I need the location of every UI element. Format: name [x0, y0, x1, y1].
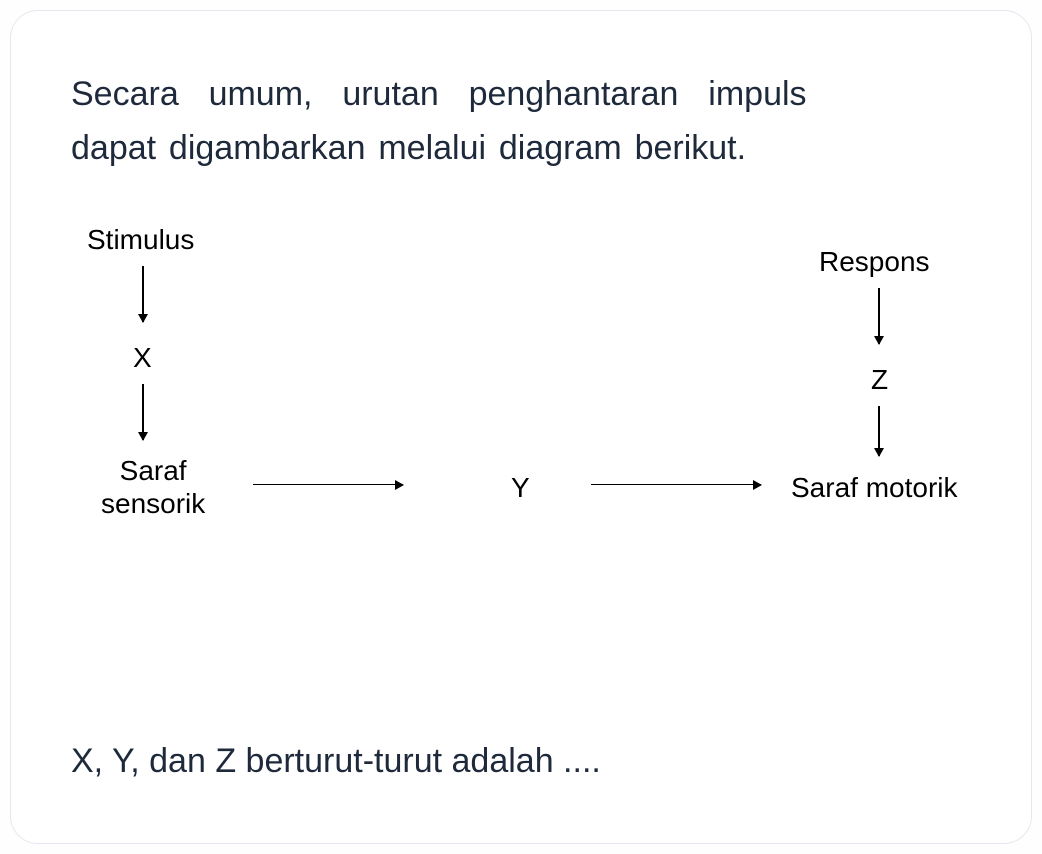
arrow-x-saraf-sensorik [142, 384, 144, 440]
node-z: Z [871, 364, 888, 396]
node-respons: Respons [819, 246, 930, 278]
node-x: X [133, 342, 152, 374]
node-saraf-motorik: Saraf motorik [791, 472, 958, 504]
arrow-y-saraf-motorik [591, 484, 761, 486]
node-stimulus: Stimulus [87, 224, 194, 256]
saraf-sensorik-line1: Saraf [120, 455, 187, 486]
arrow-saraf-sensorik-y [253, 484, 403, 486]
question-text: Secara umum, urutan penghantaran impuls … [71, 67, 971, 176]
question-line1: Secara umum, urutan penghantaran impuls [71, 67, 971, 121]
arrow-stimulus-x [142, 266, 144, 322]
answer-prompt: X, Y, dan Z berturut-turut adalah .... [71, 742, 601, 781]
node-saraf-sensorik: Saraf sensorik [101, 454, 205, 521]
flowchart-diagram: Stimulus X Saraf sensorik Y Respons Z Sa… [71, 224, 971, 604]
arrow-respons-z [878, 288, 880, 344]
saraf-sensorik-line2: sensorik [101, 488, 205, 519]
question-line2: dapat digambarkan melalui diagram beriku… [71, 129, 746, 167]
node-y: Y [511, 472, 530, 504]
arrow-z-saraf-motorik [878, 406, 880, 456]
question-card: Secara umum, urutan penghantaran impuls … [10, 10, 1032, 844]
